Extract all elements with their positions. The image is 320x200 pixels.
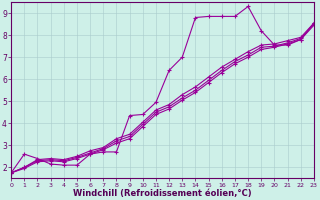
X-axis label: Windchill (Refroidissement éolien,°C): Windchill (Refroidissement éolien,°C) [73, 189, 252, 198]
